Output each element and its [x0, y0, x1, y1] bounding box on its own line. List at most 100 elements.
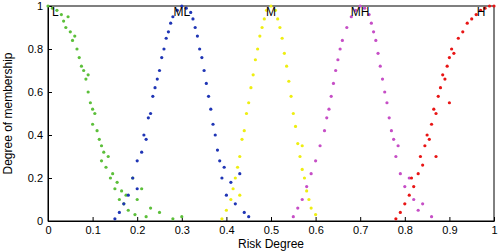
x-tick-mark — [316, 217, 317, 221]
point — [301, 168, 304, 171]
plot-frame — [48, 6, 494, 221]
point — [107, 155, 110, 158]
point — [305, 189, 308, 192]
point — [417, 172, 420, 175]
point — [131, 176, 134, 179]
point — [80, 65, 83, 68]
point — [392, 138, 395, 141]
point — [292, 215, 295, 218]
point — [256, 47, 259, 50]
x-tick-mark — [271, 217, 272, 221]
point — [258, 35, 261, 38]
point — [423, 144, 426, 147]
point — [133, 213, 136, 216]
point — [383, 90, 386, 93]
point — [374, 39, 377, 42]
point — [231, 187, 234, 190]
y-tick-label: 0.8 — [28, 43, 43, 55]
point — [118, 211, 121, 214]
point — [461, 30, 464, 33]
point — [69, 30, 72, 33]
point — [428, 138, 431, 141]
y-tick-label: 0 — [37, 215, 43, 227]
point — [399, 172, 402, 175]
x-tick-mark — [360, 217, 361, 221]
x-tick-label: 0.8 — [398, 224, 413, 236]
point — [165, 37, 168, 40]
x-tick: 0.9 — [442, 217, 457, 236]
point — [434, 112, 437, 115]
point — [225, 194, 228, 197]
point — [385, 101, 388, 104]
point — [390, 129, 393, 132]
point — [247, 101, 250, 104]
x-tick: 0.3 — [175, 217, 190, 236]
point — [314, 213, 317, 216]
point — [457, 37, 460, 40]
x-tick: 0.1 — [85, 217, 100, 236]
x-tick-label: 0.4 — [219, 224, 234, 236]
point — [417, 209, 420, 212]
y-tick-label: 0.4 — [28, 129, 43, 141]
series-label: MH — [351, 5, 370, 19]
point — [234, 176, 237, 179]
point — [388, 116, 391, 119]
point — [394, 217, 397, 220]
point — [122, 202, 125, 205]
x-tick: 0.5 — [264, 217, 279, 236]
point — [118, 198, 121, 201]
point — [370, 22, 373, 25]
point — [200, 56, 203, 59]
point — [470, 17, 473, 20]
point — [437, 95, 440, 98]
point — [249, 86, 252, 89]
x-tick: 0.6 — [308, 217, 323, 236]
point — [296, 207, 299, 210]
point — [283, 52, 286, 55]
y-tick-mark — [48, 178, 52, 179]
point — [443, 78, 446, 81]
point — [82, 69, 85, 72]
y-tick: 0.4 — [28, 129, 52, 141]
point — [243, 211, 246, 214]
point — [205, 82, 208, 85]
x-tick: 0.7 — [353, 217, 368, 236]
x-tick-label: 0.9 — [442, 224, 457, 236]
series-label: L — [52, 5, 59, 19]
series — [220, 4, 317, 220]
point — [167, 30, 170, 33]
x-tick: 0.4 — [219, 217, 234, 236]
x-tick-mark — [405, 217, 406, 221]
point — [434, 155, 437, 158]
point — [162, 47, 165, 50]
point — [323, 129, 326, 132]
point — [260, 26, 263, 29]
x-axis: 00.10.20.30.40.50.60.70.80.91 — [45, 217, 497, 236]
point — [238, 155, 241, 158]
point — [218, 159, 221, 162]
point — [207, 95, 210, 98]
point — [87, 73, 90, 76]
point — [332, 82, 335, 85]
y-axis-title: Degree of membership — [1, 52, 15, 174]
point — [421, 164, 424, 167]
point — [66, 15, 69, 18]
y-axis: 00.20.40.60.81 — [28, 0, 52, 227]
point — [93, 112, 96, 115]
point — [171, 217, 174, 220]
y-tick: 0.2 — [28, 172, 52, 184]
point — [62, 19, 65, 22]
point — [131, 176, 134, 179]
point — [151, 95, 154, 98]
series — [113, 4, 250, 220]
point — [209, 108, 212, 111]
point — [410, 176, 413, 179]
point — [439, 86, 442, 89]
point — [194, 26, 197, 29]
point — [285, 65, 288, 68]
point — [419, 155, 422, 158]
point — [136, 159, 139, 162]
point — [399, 211, 402, 214]
point — [113, 187, 116, 190]
points — [46, 4, 495, 220]
